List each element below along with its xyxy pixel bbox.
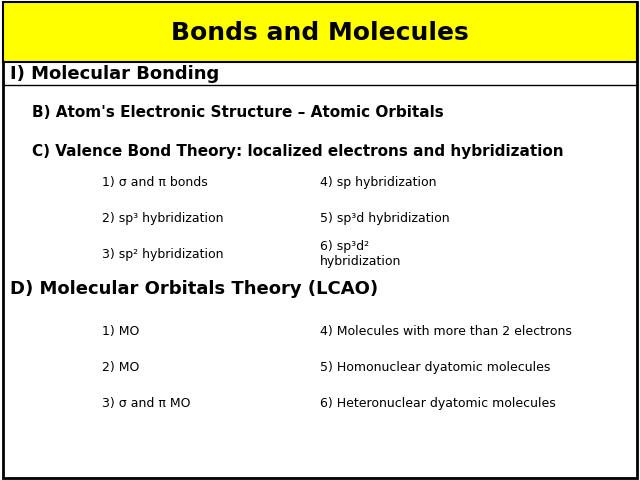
Text: D) Molecular Orbitals Theory (LCAO): D) Molecular Orbitals Theory (LCAO) <box>10 280 378 298</box>
FancyBboxPatch shape <box>3 2 637 62</box>
Text: 4) Molecules with more than 2 electrons: 4) Molecules with more than 2 electrons <box>320 324 572 338</box>
Text: 3) σ and π MO: 3) σ and π MO <box>102 396 191 410</box>
Text: 5) Homonuclear dyatomic molecules: 5) Homonuclear dyatomic molecules <box>320 360 550 374</box>
Text: 2) sp³ hybridization: 2) sp³ hybridization <box>102 212 224 225</box>
Text: I) Molecular Bonding: I) Molecular Bonding <box>10 65 219 84</box>
Text: 3) sp² hybridization: 3) sp² hybridization <box>102 248 224 261</box>
Text: 6) Heteronuclear dyatomic molecules: 6) Heteronuclear dyatomic molecules <box>320 396 556 410</box>
Text: 6) sp³d²
hybridization: 6) sp³d² hybridization <box>320 240 401 268</box>
Text: 2) MO: 2) MO <box>102 360 140 374</box>
Text: C) Valence Bond Theory: localized electrons and hybridization: C) Valence Bond Theory: localized electr… <box>32 144 564 159</box>
Text: 5) sp³d hybridization: 5) sp³d hybridization <box>320 212 450 225</box>
FancyBboxPatch shape <box>3 2 637 478</box>
Text: 1) σ and π bonds: 1) σ and π bonds <box>102 176 208 189</box>
Text: 4) sp hybridization: 4) sp hybridization <box>320 176 436 189</box>
Text: 1) MO: 1) MO <box>102 324 140 338</box>
Text: B) Atom's Electronic Structure – Atomic Orbitals: B) Atom's Electronic Structure – Atomic … <box>32 105 444 120</box>
Text: Bonds and Molecules: Bonds and Molecules <box>171 21 469 45</box>
